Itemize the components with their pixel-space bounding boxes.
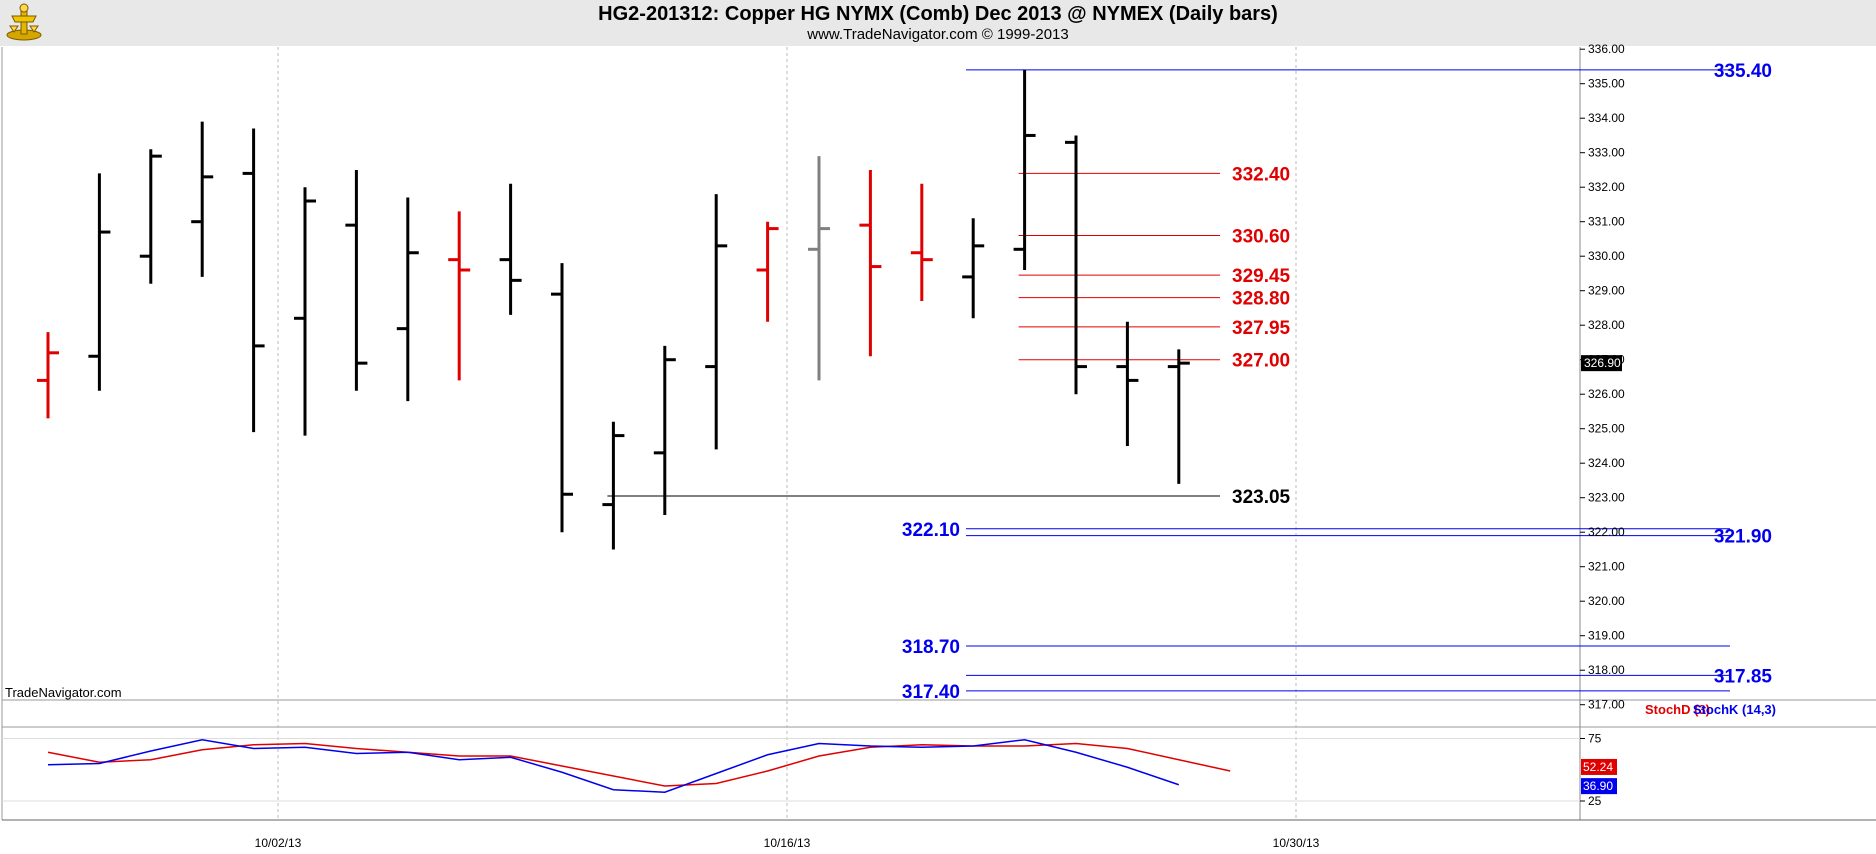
ohlc-bar — [602, 421, 625, 550]
level-label: 317.40 — [902, 682, 960, 703]
stoch-last-box — [1581, 758, 1617, 775]
trade-navigator-logo-icon — [4, 2, 44, 47]
date-tick-label: 10/02/13 — [255, 836, 302, 850]
price-tick-label: 317.00 — [1588, 698, 1625, 712]
ohlc-bar — [910, 183, 933, 302]
level-label: 329.45 — [1232, 266, 1291, 287]
price-tick-label: 319.00 — [1588, 629, 1625, 643]
date-tick-label: 10/16/13 — [764, 836, 811, 850]
stoch-last-box — [1581, 778, 1617, 795]
ohlc-bar — [705, 194, 728, 450]
ohlc-bar — [808, 156, 830, 381]
level-label: 330.60 — [1232, 227, 1290, 248]
ohlc-bar — [448, 211, 471, 381]
date-axis: 10/02/13 10/16/13 10/30/13 — [255, 836, 1320, 850]
price-axis: 336.00 335.00 334.00 333.00 332.00 331.00 330.… — [1580, 42, 1625, 712]
price-tick-label: 336.00 — [1588, 42, 1625, 56]
chart-title: HG2-201312: Copper HG NYMX (Comb) Dec 20… — [598, 3, 1278, 25]
stoch-last-label: 52.24 — [1583, 760, 1613, 774]
stochastic-panel: 75 25 52.24 StochD (3) 36.90 StochK (14,3) — [47, 702, 1776, 808]
ohlc-bar — [756, 221, 779, 322]
plot-background — [2, 47, 1580, 820]
ohlc-bar — [294, 187, 316, 436]
level-label: 321.90 — [1714, 527, 1772, 548]
price-tick-label: 324.00 — [1588, 456, 1625, 470]
level-label: 322.10 — [902, 520, 960, 541]
ohlc-bar — [396, 197, 419, 402]
chart-subtitle: www.TradeNavigator.com © 1999-2013 — [807, 26, 1069, 43]
ohlc-bar — [139, 149, 162, 284]
ohlc-bar — [345, 169, 368, 391]
stoch-legend-label: StochK (14,3) — [1693, 702, 1776, 717]
ohlc-bar — [653, 345, 676, 515]
chart-header — [0, 0, 1876, 46]
ohlc-bar — [551, 263, 573, 533]
level-label: 318.70 — [902, 637, 960, 658]
stoch-legend-label: StochD (3) — [1645, 702, 1710, 717]
ohlc-bar — [1013, 69, 1036, 270]
price-tick-label: 325.00 — [1588, 422, 1625, 436]
level-label: 327.95 — [1232, 318, 1291, 339]
price-tick-label: 329.00 — [1588, 284, 1625, 298]
ohlc-bar — [1167, 349, 1190, 484]
price-tick-label: 328.00 — [1588, 318, 1625, 332]
watermark: TradeNavigator.com — [5, 685, 122, 700]
price-tick-label: 332.00 — [1588, 180, 1625, 194]
level-label: 323.05 — [1232, 487, 1291, 508]
ohlc-bar — [499, 183, 522, 315]
price-bars — [37, 69, 1190, 550]
stoch-series-line — [47, 738, 1180, 794]
price-tick-label: 322.00 — [1588, 525, 1625, 539]
ohlc-bar — [37, 332, 59, 419]
price-tick-label: 323.00 — [1588, 491, 1625, 505]
ohlc-bar — [962, 218, 985, 319]
ohlc-bar — [191, 121, 214, 277]
price-tick-label: 333.00 — [1588, 146, 1625, 160]
ohlc-bar — [1116, 321, 1139, 446]
chart-grid — [2, 47, 1580, 820]
stoch-tick-label: 75 — [1588, 732, 1602, 746]
ohlc-bar — [88, 173, 111, 391]
price-tick-label: 334.00 — [1588, 111, 1625, 125]
stoch-last-label: 36.90 — [1583, 779, 1613, 793]
level-label: 317.85 — [1714, 666, 1773, 687]
level-label: 327.00 — [1232, 351, 1290, 372]
stoch-series-line — [47, 742, 1231, 787]
stoch-tick-label: 25 — [1588, 794, 1602, 808]
date-tick-label: 10/30/13 — [1273, 836, 1320, 850]
price-tick-label: 330.00 — [1588, 249, 1625, 263]
last-price-box — [1581, 355, 1622, 372]
price-tick-label: 320.00 — [1588, 594, 1625, 608]
price-tick-label: 318.00 — [1588, 663, 1625, 677]
last-price-label: 326.90 — [1584, 356, 1621, 370]
price-tick-label: 326.00 — [1588, 387, 1625, 401]
ohlc-bar — [859, 169, 882, 357]
price-tick-label: 335.00 — [1588, 77, 1625, 91]
level-label: 328.80 — [1232, 289, 1290, 310]
price-tick-label: 331.00 — [1588, 215, 1625, 229]
ohlc-bar — [1065, 135, 1087, 395]
price-tick-label: 321.00 — [1588, 560, 1625, 574]
level-label: 335.40 — [1714, 61, 1772, 82]
ohlc-bar — [242, 128, 265, 433]
level-label: 332.40 — [1232, 164, 1290, 185]
